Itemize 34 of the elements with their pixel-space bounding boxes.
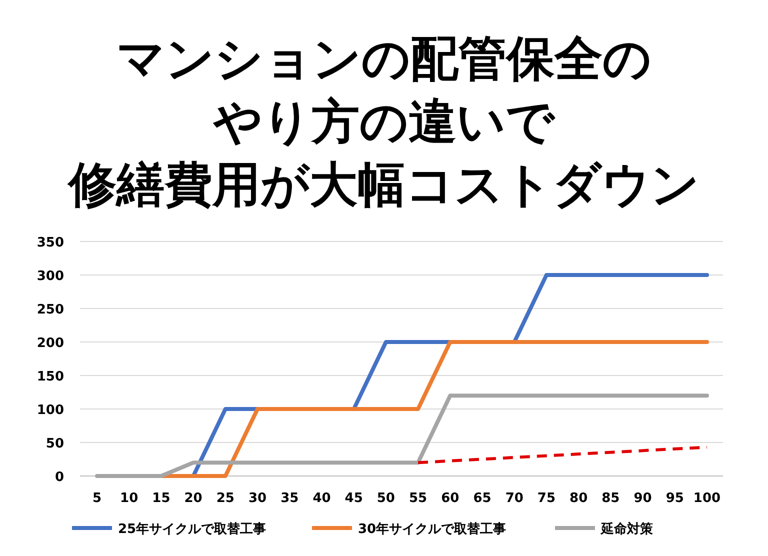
y-tick-label: 300: [36, 269, 64, 284]
x-tick-label: 50: [376, 491, 395, 506]
x-tick-label: 95: [666, 491, 684, 506]
x-tick-label: 65: [473, 491, 492, 506]
x-tick-label: 45: [344, 491, 363, 506]
y-tick-label: 50: [46, 436, 64, 452]
text: 修繕費用が大幅コストダウン: [68, 157, 700, 213]
y-tick-label: 0: [54, 470, 64, 485]
x-tick-label: 20: [184, 491, 202, 506]
y-tick-label: 150: [36, 370, 64, 384]
text: やり方の違いで: [214, 94, 554, 150]
x-tick-label: 55: [409, 491, 428, 506]
text: マンションの配管保全の: [116, 31, 652, 87]
y-tick-label: 100: [36, 403, 64, 418]
x-tick-label: 30: [248, 491, 267, 506]
x-tick-label: 100: [693, 491, 721, 506]
y-tick-label: 250: [36, 302, 64, 318]
legend-label: 30年サイクルで取替工事: [358, 522, 506, 537]
legend-label: 延命対策: [600, 521, 654, 537]
x-tick-label: 35: [280, 491, 299, 506]
x-tick-label: 90: [634, 491, 652, 506]
x-tick-label: 85: [602, 491, 620, 506]
x-tick-label: 5: [92, 491, 102, 506]
x-tick-label: 10: [120, 491, 138, 506]
x-tick-label: 75: [537, 491, 556, 506]
y-tick-label: 350: [36, 236, 64, 250]
x-tick-label: 40: [312, 491, 331, 506]
y-tick-label: 200: [36, 336, 64, 351]
x-tick-label: 60: [441, 491, 460, 506]
x-tick-label: 80: [570, 491, 588, 506]
x-tick-label: 15: [152, 491, 170, 506]
legend-label: 25年サイクルで取替工事: [118, 522, 266, 537]
x-tick-label: 70: [505, 491, 524, 506]
x-tick-label: 25: [216, 491, 234, 506]
